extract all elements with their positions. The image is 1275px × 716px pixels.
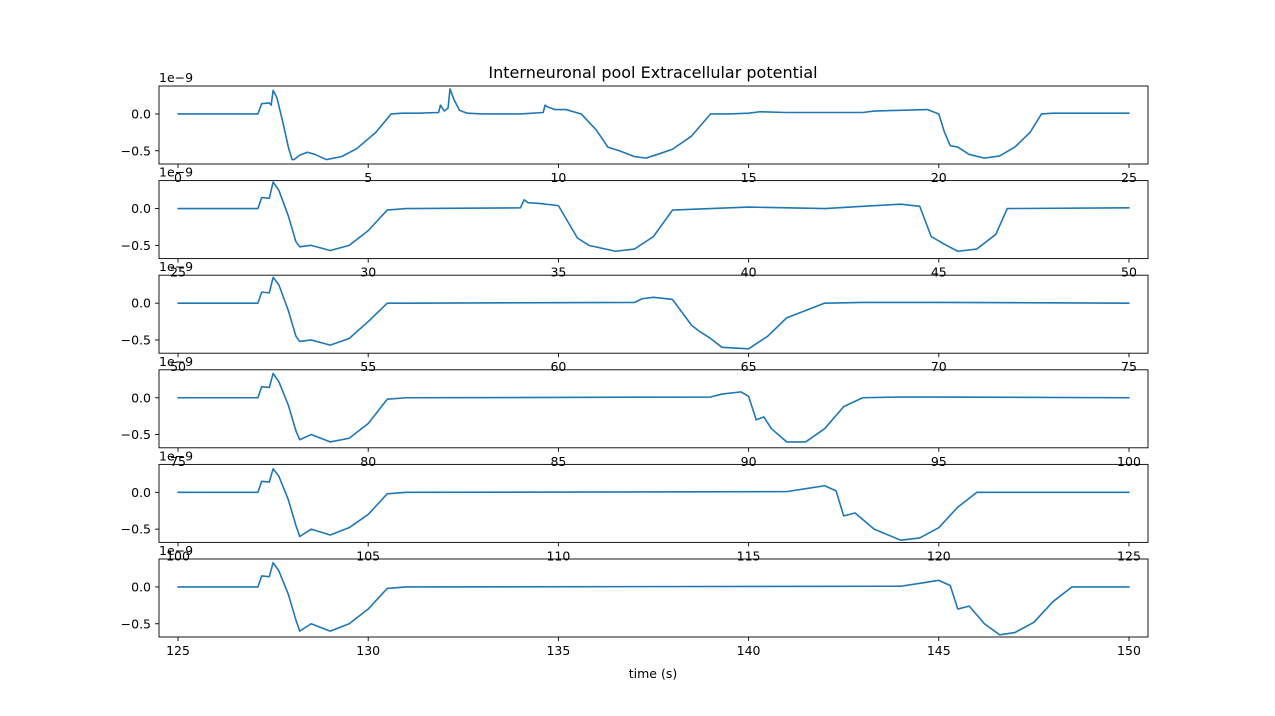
x-tick-label: 20 bbox=[931, 170, 947, 185]
x-tick-label: 55 bbox=[360, 359, 376, 374]
subplot-5: 100 105 110 115 120 125 0.0 −0.5 1e−9 bbox=[121, 448, 1149, 563]
x-tick-label: 135 bbox=[546, 643, 570, 658]
x-tick-label: 15 bbox=[741, 170, 757, 185]
y-offset-label: 1e−9 bbox=[159, 354, 193, 369]
x-tick-label: 80 bbox=[360, 454, 376, 469]
x-tick-label: 125 bbox=[1117, 548, 1141, 563]
x-tick-label: 95 bbox=[931, 454, 947, 469]
x-tick-label: 110 bbox=[546, 548, 570, 563]
series-line-4 bbox=[177, 372, 1130, 443]
x-tick-label: 0 bbox=[174, 170, 182, 185]
x-tick-label: 70 bbox=[931, 359, 947, 374]
x-tick-label: 35 bbox=[550, 265, 566, 280]
x-tick-label: 75 bbox=[1121, 359, 1137, 374]
y-tick-label: −0.5 bbox=[121, 616, 151, 631]
series-line-6 bbox=[177, 561, 1130, 636]
series-line-2 bbox=[177, 181, 1130, 253]
series-line-3 bbox=[177, 276, 1130, 350]
x-tick-label: 120 bbox=[927, 548, 951, 563]
y-tick-label: −0.5 bbox=[121, 427, 151, 442]
x-tick-label: 130 bbox=[356, 643, 380, 658]
x-axis-label: time (s) bbox=[629, 666, 677, 681]
axes-frame-3 bbox=[158, 274, 1149, 354]
subplot-4: 75 80 85 90 95 100 0.0 −0.5 1e−9 bbox=[121, 354, 1149, 469]
x-tick-label: 50 bbox=[170, 359, 186, 374]
x-tick-label: 30 bbox=[360, 265, 376, 280]
x-tick-label: 25 bbox=[170, 265, 186, 280]
x-tick-label: 25 bbox=[1121, 170, 1137, 185]
x-tick-label: 100 bbox=[1117, 454, 1141, 469]
y-offset-label: 1e−9 bbox=[159, 259, 193, 274]
x-tick-label: 100 bbox=[166, 548, 190, 563]
axes-frame-2 bbox=[158, 180, 1149, 260]
x-tick-label: 150 bbox=[1117, 643, 1141, 658]
x-tick-label: 90 bbox=[741, 454, 757, 469]
x-tick-label: 10 bbox=[550, 170, 566, 185]
x-tick-label: 40 bbox=[741, 265, 757, 280]
x-tick-label: 50 bbox=[1121, 265, 1137, 280]
y-offset-label: 1e−9 bbox=[159, 448, 193, 463]
x-tick-label: 145 bbox=[927, 643, 951, 658]
subplot-1: 0 5 10 15 20 25 0.0 −0.5 1e−9 bbox=[121, 70, 1149, 185]
y-tick-label: −0.5 bbox=[121, 332, 151, 347]
y-offset-label: 1e−9 bbox=[159, 543, 193, 558]
y-tick-label: 0.0 bbox=[131, 201, 151, 216]
x-tick-label: 85 bbox=[550, 454, 566, 469]
subplot-2: 25 30 35 40 45 500.0−0.51e−9 bbox=[121, 165, 1149, 280]
y-tick-label: 0.0 bbox=[131, 106, 151, 121]
axes-frame-4 bbox=[158, 369, 1149, 449]
x-tick-label: 65 bbox=[741, 359, 757, 374]
subplot-stack: 0 5 10 15 20 250.0−0.51e−925 30 35 40 45 500.0−0.5… bbox=[121, 70, 1149, 658]
axes-frame-5 bbox=[158, 463, 1149, 543]
y-tick-label: 0.0 bbox=[131, 390, 151, 405]
subplot-3: 50 55 60 65 70 75 0.0 −0.5 1e−9 bbox=[121, 259, 1149, 374]
axes-frame-6 bbox=[158, 558, 1149, 638]
x-tick-label: 105 bbox=[356, 548, 380, 563]
series-line-1 bbox=[177, 88, 1130, 161]
y-tick-label: 0.0 bbox=[131, 485, 151, 500]
x-tick-label: 75 bbox=[170, 454, 186, 469]
y-tick-label: 0.0 bbox=[131, 296, 151, 311]
x-tick-label: 115 bbox=[737, 548, 761, 563]
subplot-6: 125 130 135 140 145 150 0.0 −0.5 1e−9 bbox=[121, 543, 1149, 658]
y-offset-label: 1e−9 bbox=[159, 70, 193, 85]
axes-frame-1 bbox=[158, 85, 1149, 165]
x-tick-label: 45 bbox=[931, 265, 947, 280]
x-tick-label: 140 bbox=[737, 643, 761, 658]
y-tick-label: −0.5 bbox=[121, 238, 151, 253]
x-tick-label: 5 bbox=[364, 170, 372, 185]
y-tick-label: −0.5 bbox=[121, 143, 151, 158]
chart-title: Interneuronal pool Extracellular potenti… bbox=[488, 63, 817, 82]
y-tick-label: 0.0 bbox=[131, 579, 151, 594]
series-line-5 bbox=[177, 468, 1130, 541]
x-tick-label: 60 bbox=[550, 359, 566, 374]
x-tick-label: 125 bbox=[166, 643, 190, 658]
y-offset-label: 1e−9 bbox=[159, 165, 193, 180]
y-tick-label: −0.5 bbox=[121, 522, 151, 537]
